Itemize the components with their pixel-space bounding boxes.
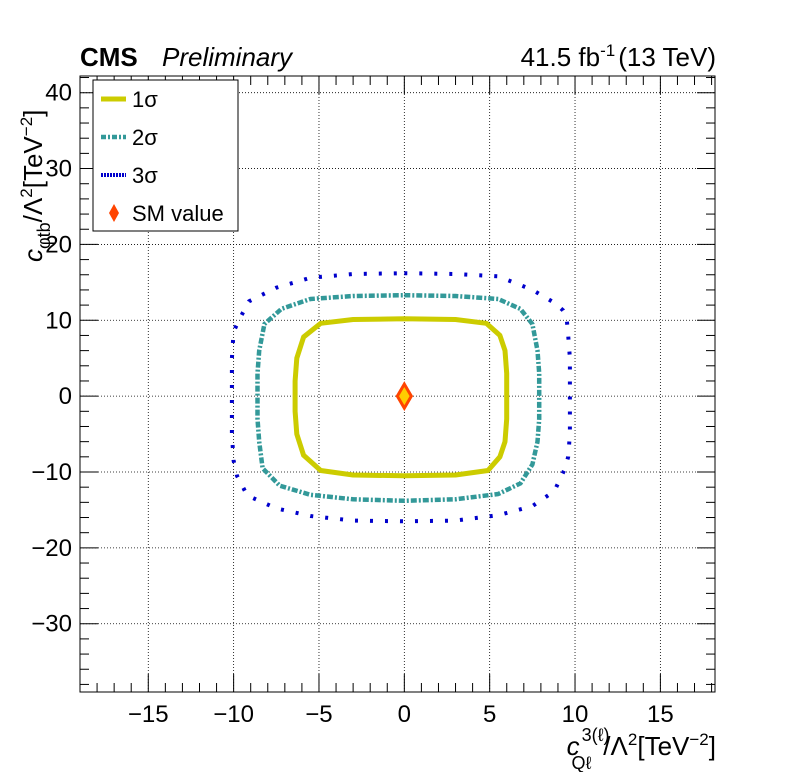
- legend-label-1: 2σ: [132, 125, 158, 150]
- y-tick-label-5: 20: [45, 231, 72, 258]
- luminosity-exponent: -1: [600, 41, 615, 60]
- x-axis-rest-sup: 2: [628, 730, 637, 749]
- contour-1-line: [255, 292, 542, 504]
- y-axis-var: c: [18, 249, 48, 262]
- legend-item-1: 2σ: [101, 125, 158, 150]
- y-axis-label: cφtb/Λ2[TeV−2]: [17, 110, 54, 262]
- plot-frame: [79, 75, 716, 693]
- x-axis-unit: [TeV: [637, 731, 690, 761]
- x-axis-unit-sup: −2: [689, 730, 708, 749]
- legend-label-3: SM value: [132, 201, 224, 226]
- legend: 1σ 2σ 3σ SM value: [92, 79, 239, 232]
- experiment-label: CMS: [80, 42, 138, 72]
- contour-2-line: [229, 271, 572, 524]
- x-tick-label-3: 0: [398, 701, 411, 728]
- x-axis-rest: /Λ: [603, 731, 628, 761]
- x-axis-label: c 3(ℓ) Qℓ/Λ2[TeV−2]: [567, 725, 716, 772]
- y-tick-label-6: 30: [45, 156, 72, 183]
- x-tick-label-5: 10: [562, 701, 589, 728]
- x-axis-close: ]: [709, 731, 716, 761]
- x-tick-label-6: 15: [647, 701, 674, 728]
- status-label: Preliminary: [162, 42, 294, 72]
- legend-box: [92, 79, 239, 232]
- y-tick-label-1: −20: [31, 535, 72, 562]
- y-axis-close: ]: [18, 110, 48, 117]
- luminosity-label: 41.5 fb-1 (13 TeV): [521, 41, 716, 72]
- x-axis-var: c: [567, 731, 580, 761]
- y-tick-label-4: 10: [45, 307, 72, 334]
- legend-label-2: 3σ: [132, 163, 158, 188]
- x-tick-label-1: −10: [213, 701, 254, 728]
- sm-value-marker: [395, 381, 414, 412]
- x-axis-var-sub: Qℓ: [571, 753, 591, 772]
- y-axis-rest-sup: 2: [17, 188, 36, 197]
- tick-labels: −15 −10 −5 0 5 10 15 −30 −20 −10 0 10 20 30 40: [31, 80, 673, 728]
- y-axis-unit-sup: −2: [17, 117, 36, 136]
- legend-marker-3: [109, 204, 119, 222]
- x-tick-label-4: 5: [483, 701, 496, 728]
- y-tick-label-3: 0: [59, 383, 72, 410]
- x-tick-label-2: −5: [305, 701, 332, 728]
- y-tick-label-7: 40: [45, 80, 72, 107]
- legend-label-0: 1σ: [132, 87, 158, 112]
- luminosity-value: 41.5 fb: [521, 42, 601, 72]
- contour-0-line: [292, 316, 510, 479]
- legend-item-2: 3σ: [101, 163, 158, 188]
- legend-item-0: 1σ: [101, 87, 158, 112]
- energy-value: (13 TeV): [618, 42, 716, 72]
- x-tick-label-0: −15: [128, 701, 169, 728]
- y-axis-rest: /Λ: [18, 197, 48, 222]
- y-tick-label-2: −10: [31, 459, 72, 486]
- grid-lines: [80, 76, 715, 692]
- contour-series: [229, 271, 572, 524]
- x-axis-var-sup: 3(ℓ): [582, 725, 610, 745]
- y-axis-unit: [TeV: [18, 136, 48, 189]
- y-tick-label-0: −30: [31, 611, 72, 638]
- y-axis-var-sub: φtb: [34, 222, 54, 249]
- legend-item-3: SM value: [109, 201, 224, 226]
